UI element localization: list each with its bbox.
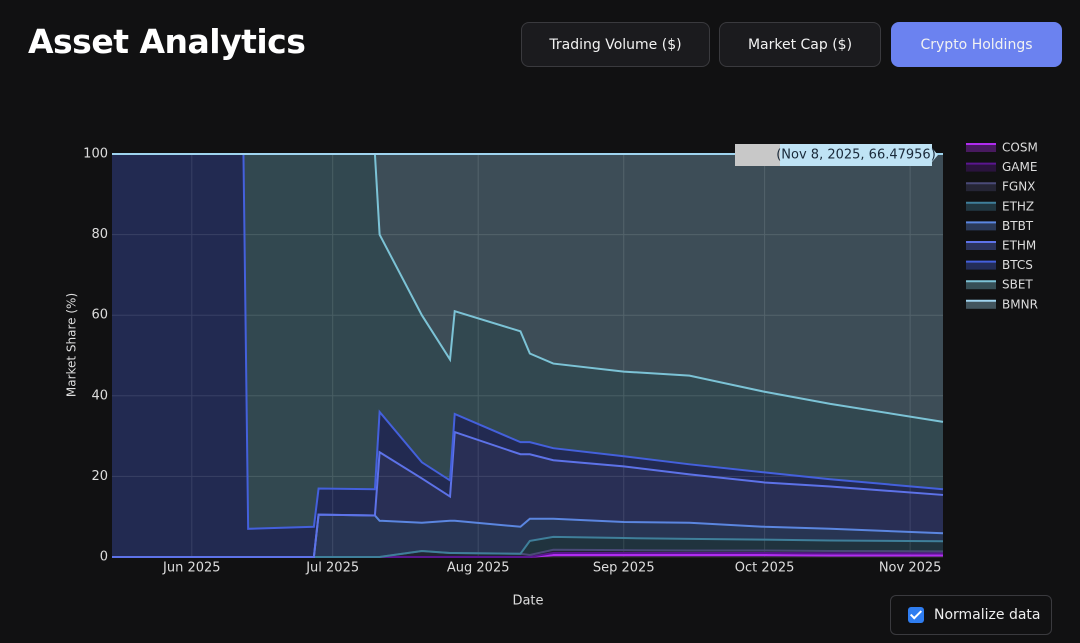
plot-area — [112, 153, 944, 558]
tooltip-arrow — [932, 148, 938, 162]
legend-label: BTCS — [1002, 258, 1033, 272]
tooltip-text: (Nov 8, 2025, 66.47956) — [776, 148, 936, 163]
legend-label: FGNX — [1002, 180, 1035, 194]
area — [112, 154, 943, 422]
tooltip-box — [735, 144, 780, 166]
area — [112, 549, 943, 557]
normalize-toggle[interactable]: Normalize data — [890, 595, 1052, 635]
y-tick-label: 60 — [91, 308, 108, 323]
x-tick-label: Nov 2025 — [879, 561, 942, 576]
x-tick-label: Sep 2025 — [593, 561, 655, 576]
y-tick-label: 20 — [91, 469, 108, 484]
legend-swatch — [966, 202, 996, 211]
area — [112, 154, 943, 529]
area — [112, 154, 943, 557]
legend-label: BMNR — [1002, 297, 1038, 311]
area — [112, 536, 943, 557]
y-tick-label: 100 — [83, 147, 108, 162]
x-axis-title: Date — [512, 594, 543, 609]
y-axis-title: Market Share (%) — [65, 293, 79, 397]
y-tick-label: 80 — [91, 227, 108, 242]
tab-button[interactable]: Crypto Holdings — [891, 22, 1062, 67]
legend-label: GAME — [1002, 160, 1037, 174]
area-line — [112, 153, 944, 530]
tab-button[interactable]: Market Cap ($) — [719, 22, 881, 67]
legend-swatch — [966, 300, 996, 309]
area — [112, 552, 943, 557]
plot-background — [112, 154, 943, 557]
x-tick-label: Oct 2025 — [735, 561, 795, 576]
y-tick-label: 0 — [100, 550, 108, 565]
legend-label: ETHZ — [1002, 199, 1034, 213]
legend-label: SBET — [1002, 278, 1033, 292]
legend-swatch — [966, 183, 996, 192]
area-line — [112, 430, 944, 558]
checkbox-label: Normalize data — [934, 607, 1041, 623]
checkbox[interactable] — [908, 607, 924, 623]
area — [112, 432, 943, 557]
legend-swatch — [966, 144, 996, 152]
x-tick-label: Jun 2025 — [162, 561, 221, 576]
legend-label: BTBT — [1002, 219, 1034, 233]
legend-label: ETHM — [1002, 239, 1036, 253]
page-title: Asset Analytics — [28, 22, 306, 61]
x-tick-label: Jul 2025 — [305, 561, 359, 576]
legend-swatch — [966, 261, 996, 270]
tab-button[interactable]: Trading Volume ($) — [521, 22, 710, 67]
legend-swatch — [966, 281, 996, 290]
legend-swatch — [966, 163, 996, 172]
legend-label: COSM — [1002, 141, 1038, 155]
x-tick-label: Aug 2025 — [447, 561, 510, 576]
y-tick-label: 40 — [91, 388, 108, 403]
legend-swatch — [966, 242, 996, 250]
tooltip-box — [780, 144, 932, 166]
legend-swatch — [966, 222, 996, 231]
